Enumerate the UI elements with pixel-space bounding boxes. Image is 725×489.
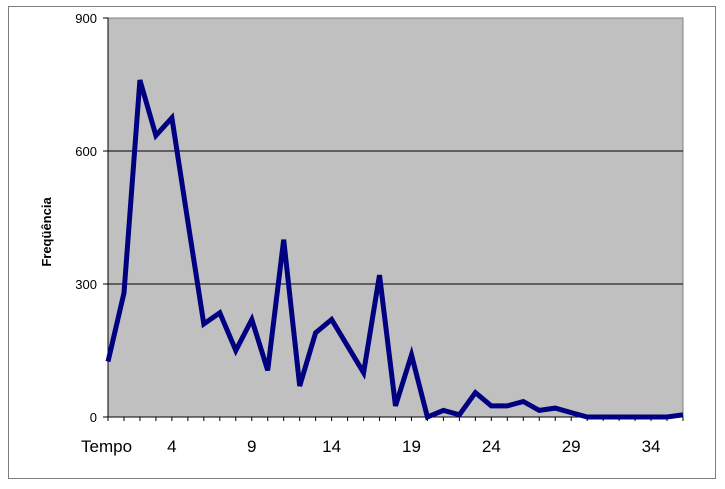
- y-tick-label: 0: [90, 410, 97, 425]
- x-axis-label: Tempo: [81, 437, 132, 456]
- x-tick-label: 9: [247, 437, 256, 456]
- y-tick-label: 300: [75, 277, 97, 292]
- x-tick-label: 14: [322, 437, 341, 456]
- x-tick-label: 19: [402, 437, 421, 456]
- x-tick-label: 29: [562, 437, 581, 456]
- x-tick-label: 24: [482, 437, 501, 456]
- y-tick-label: 600: [75, 144, 97, 159]
- x-tick-label: 4: [167, 437, 176, 456]
- y-axis-label: Freqüência: [39, 197, 54, 267]
- x-tick-label: 34: [642, 437, 661, 456]
- y-tick-label: 900: [75, 11, 97, 26]
- plot-area: [107, 17, 684, 418]
- series-line: [105, 79, 684, 421]
